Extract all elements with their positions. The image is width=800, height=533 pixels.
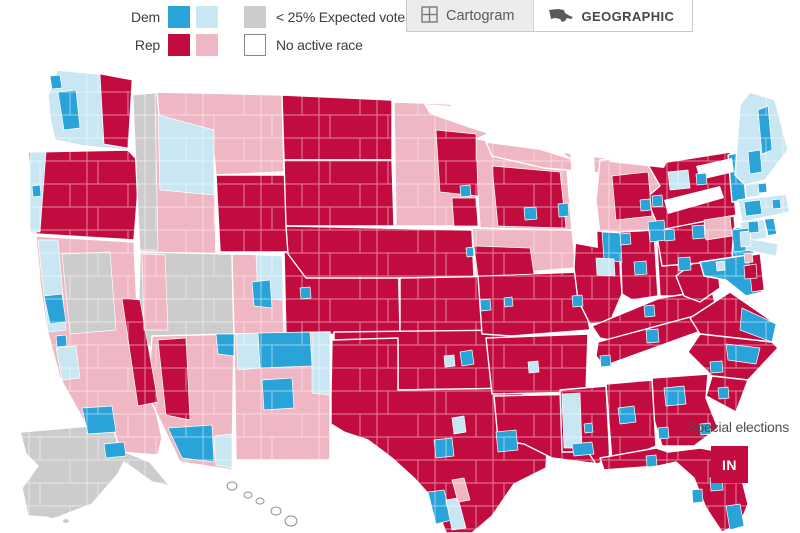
party-legend: Dem Rep xyxy=(128,6,224,56)
hawaii-islands[interactable] xyxy=(226,481,298,527)
district-city-dots[interactable] xyxy=(31,149,782,531)
dem-solid-swatch xyxy=(168,6,190,28)
state-nebraska xyxy=(285,225,475,279)
status-legend: < 25% Expected vote No active race xyxy=(244,6,405,56)
low-expected-vote-label: < 25% Expected vote xyxy=(276,9,405,25)
aleutian-islands xyxy=(35,508,69,523)
state-south-dakota xyxy=(283,159,395,227)
geographic-button[interactable]: GEOGRAPHIC xyxy=(533,0,693,31)
legend-row-rep: Rep xyxy=(128,34,224,56)
rep-leading-swatch xyxy=(196,34,218,56)
special-elections-label: Special elections xyxy=(687,419,789,435)
legend-row-dem: Dem xyxy=(128,6,224,28)
geographic-button-label: GEOGRAPHIC xyxy=(581,9,675,24)
dem-label: Dem xyxy=(131,9,160,25)
no-active-race-label: No active race xyxy=(276,37,363,53)
cartogram-button[interactable]: Cartogram xyxy=(407,0,534,31)
dem-leading-swatch xyxy=(196,6,218,28)
rep-label: Rep xyxy=(134,37,160,53)
cartogram-button-label: Cartogram xyxy=(446,8,515,24)
cartogram-grid-icon xyxy=(421,6,438,23)
legend-row-no-race: No active race xyxy=(244,34,405,56)
top-bar: Dem Rep < 25% Expected vote No active ra… xyxy=(0,0,800,60)
low-expected-vote-swatch xyxy=(244,6,266,28)
special-election-in-badge[interactable]: IN xyxy=(711,446,748,483)
geographic-us-map-icon xyxy=(548,9,573,22)
no-active-race-swatch xyxy=(244,34,266,56)
state-north-dakota xyxy=(281,94,393,161)
legend-row-low-vote: < 25% Expected vote xyxy=(244,6,405,28)
rep-solid-swatch xyxy=(168,34,190,56)
map-view-toggle: Cartogram GEOGRAPHIC xyxy=(406,0,694,32)
special-elections: Special elections IN xyxy=(687,419,789,483)
